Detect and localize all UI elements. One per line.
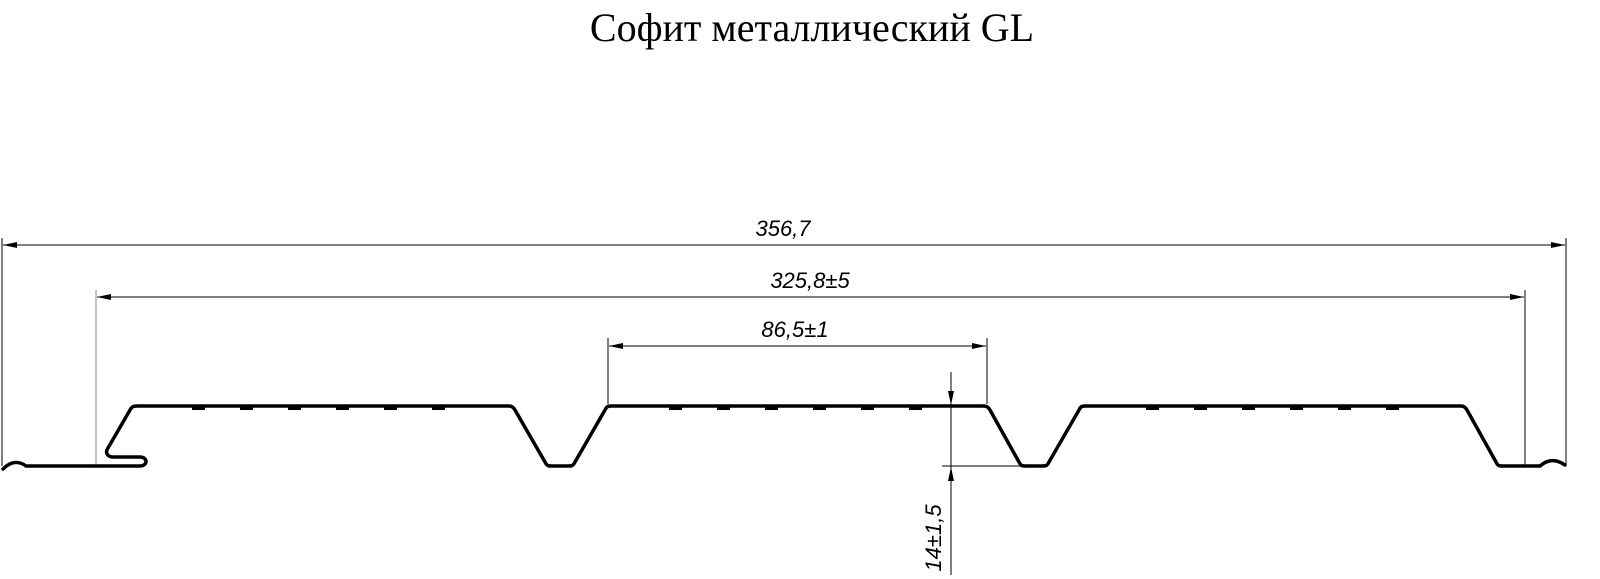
soffit-profile	[1, 404, 1567, 471]
extension-lines	[1, 238, 1567, 467]
stiffener-ribs	[192, 407, 1399, 410]
drawing-title: Софит металлический GL	[589, 5, 1035, 50]
dim-working-width: 325,8±5	[770, 268, 850, 293]
dim-profile-height: 14±1,5	[921, 504, 946, 572]
dim-overall-width: 356,7	[755, 216, 811, 241]
dim-rib-pitch: 86,5±1	[761, 317, 828, 342]
